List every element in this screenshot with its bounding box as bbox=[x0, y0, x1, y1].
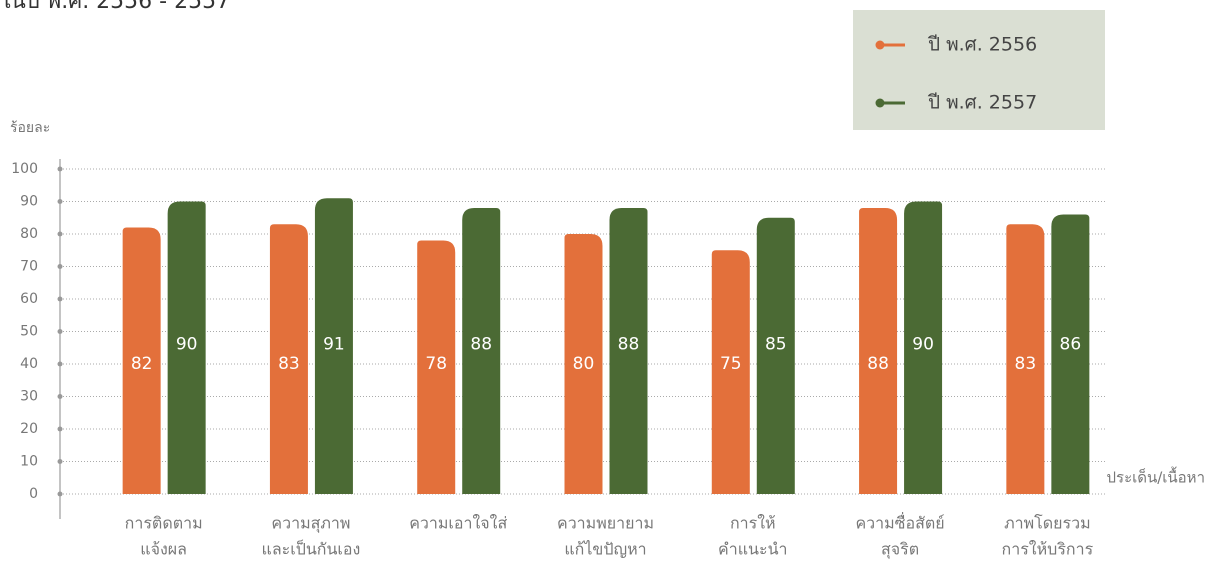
legend-swatch bbox=[875, 98, 885, 108]
value-label: 83 bbox=[278, 354, 300, 374]
x-tick-label: และเป็นกันเอง bbox=[262, 539, 361, 559]
y-tick-label: 50 bbox=[20, 324, 38, 340]
y-tick-label: 30 bbox=[20, 389, 38, 405]
value-label: 88 bbox=[867, 354, 889, 374]
y-tick-label: 10 bbox=[20, 454, 38, 470]
x-tick-label: ความพยายาม bbox=[557, 514, 654, 533]
value-label: 78 bbox=[425, 354, 447, 374]
tick-mark bbox=[57, 491, 63, 497]
x-tick-label: การให้ bbox=[730, 514, 776, 533]
y-tick-label: 40 bbox=[20, 356, 38, 372]
x-tick-label: ความเอาใจใส่ bbox=[409, 514, 507, 533]
x-tick-label: การให้บริการ bbox=[1002, 540, 1094, 559]
value-label: 82 bbox=[131, 354, 153, 374]
bar bbox=[122, 227, 161, 494]
bar bbox=[904, 201, 943, 494]
tick-mark bbox=[57, 166, 63, 172]
value-label: 85 bbox=[765, 335, 787, 355]
x-tick-label: ภาพโดยรวม bbox=[1004, 514, 1091, 533]
x-tick-label: ความซื่อสัตย์ bbox=[855, 512, 944, 533]
y-tick-label: 20 bbox=[20, 421, 38, 437]
x-tick-label: การติดตาม bbox=[125, 514, 203, 533]
value-label: 83 bbox=[1015, 354, 1037, 374]
value-label: 88 bbox=[618, 335, 640, 355]
bar bbox=[711, 250, 750, 494]
chart-title: ในปี พ.ศ. 2556 - 2557 bbox=[0, 0, 230, 14]
y-axis-label: ร้อยละ bbox=[10, 120, 50, 136]
value-label: 86 bbox=[1060, 335, 1082, 355]
tick-mark bbox=[57, 459, 63, 464]
bar bbox=[859, 208, 898, 494]
bar bbox=[167, 201, 206, 494]
y-tick-label: 80 bbox=[20, 226, 38, 242]
tick-mark bbox=[57, 231, 63, 237]
bar bbox=[314, 198, 353, 494]
value-label: 88 bbox=[470, 335, 492, 355]
x-tick-label: คำแนะนำ bbox=[718, 540, 787, 559]
bar bbox=[1051, 214, 1090, 494]
value-label: 80 bbox=[573, 354, 595, 374]
bar bbox=[609, 208, 648, 494]
x-tick-label: สุจริต bbox=[881, 540, 919, 560]
bar bbox=[564, 234, 603, 494]
tick-mark bbox=[57, 296, 63, 302]
value-label: 91 bbox=[323, 335, 345, 355]
y-tick-label: 100 bbox=[11, 161, 38, 177]
tick-mark bbox=[57, 361, 63, 367]
tick-mark bbox=[57, 329, 63, 334]
tick-mark bbox=[57, 426, 63, 432]
value-label: 90 bbox=[912, 335, 934, 355]
bar bbox=[756, 217, 795, 494]
value-label: 90 bbox=[176, 335, 198, 355]
legend-box bbox=[853, 10, 1105, 130]
legend-label: ปี พ.ศ. 2557 bbox=[927, 92, 1037, 114]
x-tick-label: แจ้งผล bbox=[140, 540, 187, 559]
x-tick-label: แก้ไขปัญหา bbox=[564, 540, 646, 559]
legend-swatch bbox=[875, 40, 885, 50]
tick-mark bbox=[57, 199, 63, 204]
y-tick-label: 60 bbox=[20, 291, 38, 307]
x-tick-label: ความสุภาพ bbox=[271, 514, 350, 534]
tick-mark bbox=[57, 394, 63, 399]
x-axis-label: ประเด็น/เนื้อหา bbox=[1106, 467, 1205, 487]
bar bbox=[269, 224, 308, 494]
bar bbox=[462, 208, 501, 494]
bar bbox=[1006, 224, 1045, 494]
y-tick-label: 0 bbox=[29, 486, 38, 502]
y-tick-label: 90 bbox=[20, 194, 38, 210]
value-label: 75 bbox=[720, 354, 742, 374]
tick-mark bbox=[57, 264, 63, 269]
bar bbox=[417, 240, 456, 494]
legend-label: ปี พ.ศ. 2556 bbox=[927, 34, 1037, 56]
y-tick-label: 70 bbox=[20, 259, 38, 275]
